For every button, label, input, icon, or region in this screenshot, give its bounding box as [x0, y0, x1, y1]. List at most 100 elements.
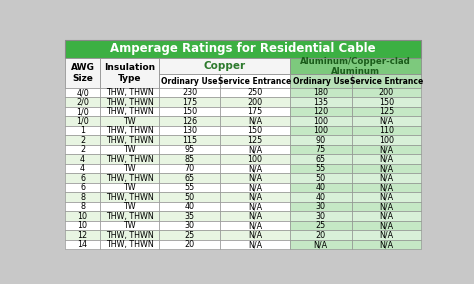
- Bar: [220, 212, 290, 221]
- Text: 95: 95: [184, 145, 195, 154]
- Bar: [158, 202, 220, 212]
- Text: Ordinary Use: Ordinary Use: [161, 76, 218, 85]
- Text: 30: 30: [184, 221, 194, 230]
- Text: N/A: N/A: [379, 202, 393, 211]
- Bar: [158, 116, 220, 126]
- Text: 85: 85: [184, 155, 194, 164]
- Bar: [65, 183, 100, 193]
- Text: N/A: N/A: [248, 240, 262, 249]
- Text: N/A: N/A: [379, 240, 393, 249]
- Text: N/A: N/A: [379, 193, 393, 202]
- Text: 4: 4: [80, 155, 85, 164]
- Bar: [220, 240, 290, 249]
- Bar: [158, 212, 220, 221]
- Text: 2: 2: [80, 136, 85, 145]
- Text: 125: 125: [247, 136, 263, 145]
- Text: 8: 8: [80, 193, 85, 202]
- Bar: [65, 212, 100, 221]
- Text: THW, THWN: THW, THWN: [106, 231, 153, 240]
- Text: THW, THWN: THW, THWN: [106, 155, 153, 164]
- Bar: [352, 202, 421, 212]
- Bar: [290, 202, 352, 212]
- Bar: [352, 193, 421, 202]
- Bar: [158, 126, 220, 135]
- Bar: [290, 221, 352, 230]
- Text: 250: 250: [247, 88, 263, 97]
- Text: 12: 12: [78, 231, 88, 240]
- Bar: [100, 230, 158, 240]
- Text: 1: 1: [80, 126, 85, 135]
- Text: 10: 10: [78, 221, 88, 230]
- Text: 14: 14: [78, 240, 88, 249]
- Text: TW: TW: [123, 145, 136, 154]
- Text: N/A: N/A: [379, 221, 393, 230]
- Text: 200: 200: [379, 88, 394, 97]
- Bar: [220, 154, 290, 164]
- Bar: [352, 116, 421, 126]
- Bar: [352, 107, 421, 116]
- Text: 90: 90: [316, 136, 326, 145]
- Text: N/A: N/A: [314, 240, 328, 249]
- Bar: [158, 240, 220, 249]
- Bar: [290, 230, 352, 240]
- Text: N/A: N/A: [248, 164, 262, 173]
- Text: 65: 65: [316, 155, 326, 164]
- Bar: [65, 164, 100, 174]
- Bar: [158, 193, 220, 202]
- Text: 30: 30: [316, 212, 326, 221]
- Bar: [352, 97, 421, 107]
- Text: 6: 6: [80, 183, 85, 192]
- Text: 40: 40: [316, 183, 326, 192]
- Text: N/A: N/A: [379, 117, 393, 126]
- Bar: [220, 74, 290, 88]
- Bar: [65, 135, 100, 145]
- Text: 200: 200: [247, 98, 263, 106]
- Text: 150: 150: [182, 107, 197, 116]
- Bar: [220, 88, 290, 97]
- Bar: [290, 59, 421, 74]
- Text: 175: 175: [182, 98, 197, 106]
- Bar: [158, 74, 220, 88]
- Bar: [290, 164, 352, 174]
- Text: N/A: N/A: [248, 145, 262, 154]
- Text: 4/0: 4/0: [76, 88, 89, 97]
- Text: 230: 230: [182, 88, 197, 97]
- Text: Copper: Copper: [203, 61, 245, 71]
- Text: TW: TW: [123, 202, 136, 211]
- Text: N/A: N/A: [379, 174, 393, 183]
- Text: Service Entrance: Service Entrance: [350, 76, 423, 85]
- Text: 8: 8: [80, 202, 85, 211]
- Bar: [65, 154, 100, 164]
- Text: 4: 4: [80, 164, 85, 173]
- Bar: [290, 145, 352, 154]
- Text: Aluminum/Copper-clad
Aluminum: Aluminum/Copper-clad Aluminum: [300, 57, 411, 76]
- Bar: [100, 59, 158, 88]
- Bar: [100, 221, 158, 230]
- Bar: [290, 240, 352, 249]
- Bar: [65, 107, 100, 116]
- Text: 20: 20: [184, 240, 194, 249]
- Text: N/A: N/A: [379, 212, 393, 221]
- Text: 40: 40: [184, 202, 194, 211]
- Text: THW, THWN: THW, THWN: [106, 126, 153, 135]
- Bar: [220, 145, 290, 154]
- Text: THW, THWN: THW, THWN: [106, 107, 153, 116]
- Bar: [352, 135, 421, 145]
- Bar: [220, 193, 290, 202]
- Bar: [352, 183, 421, 193]
- Bar: [220, 97, 290, 107]
- Text: N/A: N/A: [248, 174, 262, 183]
- Bar: [158, 230, 220, 240]
- Bar: [352, 212, 421, 221]
- Bar: [65, 39, 421, 59]
- Text: 1/0: 1/0: [76, 107, 89, 116]
- Text: AWG
Size: AWG Size: [71, 63, 94, 83]
- Bar: [290, 116, 352, 126]
- Text: 1/0: 1/0: [76, 117, 89, 126]
- Text: 120: 120: [313, 107, 328, 116]
- Text: Ordinary Use: Ordinary Use: [292, 76, 349, 85]
- Text: THW, THWN: THW, THWN: [106, 136, 153, 145]
- Text: N/A: N/A: [248, 117, 262, 126]
- Text: 55: 55: [316, 164, 326, 173]
- Bar: [100, 174, 158, 183]
